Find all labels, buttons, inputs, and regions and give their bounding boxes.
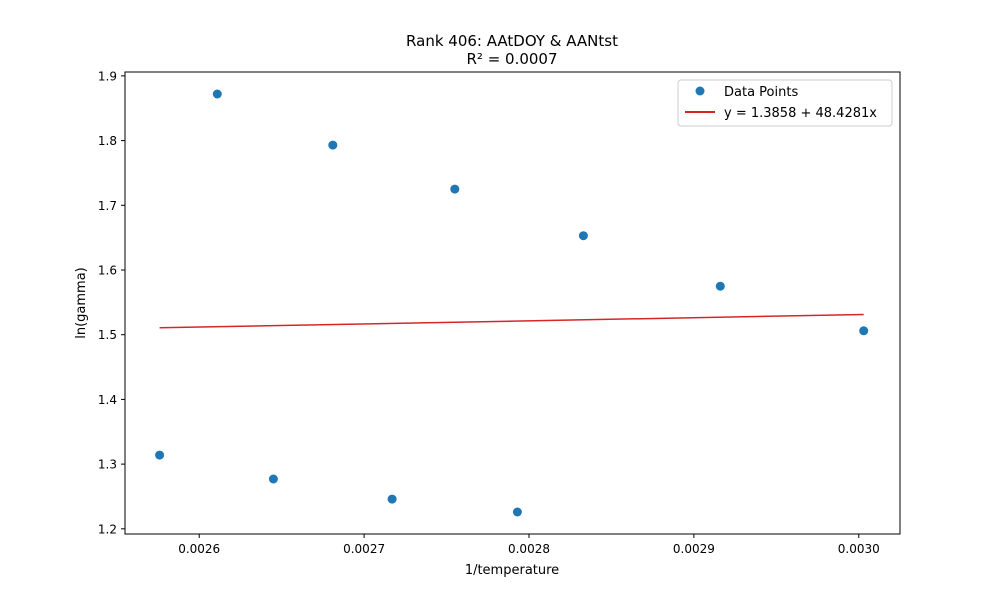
data-point xyxy=(268,474,278,484)
y-tick-label: 1.8 xyxy=(98,134,117,148)
legend-label-data-points: Data Points xyxy=(724,85,798,100)
plot-area xyxy=(155,89,869,517)
data-point xyxy=(155,450,165,460)
data-point xyxy=(512,507,522,517)
data-point xyxy=(450,184,460,194)
legend-marker-data-points xyxy=(695,86,705,96)
x-tick-label: 0.0028 xyxy=(508,542,550,556)
data-point xyxy=(578,231,588,241)
legend-box xyxy=(677,79,893,127)
y-tick-label: 1.9 xyxy=(98,69,117,83)
data-point xyxy=(387,494,397,504)
x-tick-label: 0.0030 xyxy=(838,542,880,556)
axes-frame xyxy=(124,71,901,535)
x-tick-label: 0.0026 xyxy=(178,542,220,556)
x-axis-label: 1/temperature xyxy=(465,563,559,578)
y-axis-label: ln(gamma) xyxy=(74,267,89,339)
data-point xyxy=(328,140,338,150)
y-tick-label: 1.4 xyxy=(98,393,117,407)
x-tick-label: 0.0027 xyxy=(343,542,385,556)
data-point xyxy=(715,281,725,291)
legend: Data Points y = 1.3858 + 48.4281x xyxy=(677,79,893,127)
fit-line xyxy=(159,313,864,329)
data-point xyxy=(859,326,869,336)
axis-ticks: 0.0026 0.0027 0.0028 0.0029 0.0030 1.2 1.3 1.4 1… xyxy=(98,69,880,556)
y-tick-label: 1.5 xyxy=(98,328,117,342)
y-tick-label: 1.7 xyxy=(98,199,117,213)
data-point xyxy=(212,89,222,99)
y-tick-label: 1.2 xyxy=(98,522,117,536)
legend-label-fit-line: y = 1.3858 + 48.4281x xyxy=(724,106,877,121)
chart-title: Rank 406: AAtDOY & AANtst xyxy=(406,32,618,50)
chart-subtitle: R² = 0.0007 xyxy=(466,50,557,68)
y-tick-label: 1.3 xyxy=(98,458,117,472)
y-tick-label: 1.6 xyxy=(98,264,117,278)
x-tick-label: 0.0029 xyxy=(673,542,715,556)
